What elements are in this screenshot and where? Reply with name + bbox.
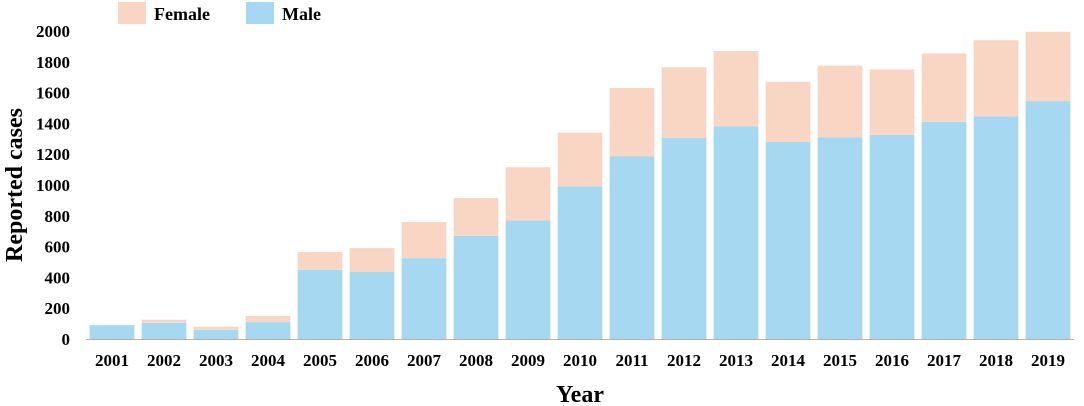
y-axis-tick-labels: 0 200 400 600 800 1000 1200 1400 1600 1800 2000 [36, 22, 70, 349]
bar-male-2002 [141, 322, 187, 339]
x-tick-label: 2007 [407, 351, 442, 370]
bar-female-2014 [765, 81, 811, 142]
bar-male-2009 [505, 220, 551, 339]
bar-female-2004 [245, 315, 291, 323]
bar-female-2002 [141, 319, 187, 323]
bar-male-2019 [1025, 101, 1071, 339]
legend-swatch-male [246, 2, 274, 24]
bar-female-2009 [505, 167, 551, 221]
bar-male-2006 [349, 272, 395, 339]
bar-male-2005 [297, 269, 343, 339]
x-tick-label: 2018 [979, 351, 1013, 370]
bar-male-2018 [973, 116, 1019, 339]
bar-female-2008 [453, 198, 499, 236]
bar-male-2008 [453, 235, 499, 339]
bar-male-2014 [765, 141, 811, 339]
x-tick-label: 2016 [875, 351, 909, 370]
bar-male-2017 [921, 121, 967, 339]
x-tick-label: 2011 [615, 351, 648, 370]
x-tick-label: 2001 [95, 351, 129, 370]
bar-male-2010 [557, 186, 603, 339]
x-tick-label: 2009 [511, 351, 545, 370]
y-tick-label: 200 [45, 299, 71, 318]
bar-female-2006 [349, 248, 395, 273]
bar-female-2013 [713, 51, 759, 127]
bar-female-2012 [661, 67, 707, 139]
y-tick-label: 0 [62, 330, 71, 349]
x-tick-label: 2010 [563, 351, 597, 370]
bar-female-2017 [921, 53, 967, 122]
bar-male-2012 [661, 138, 707, 339]
x-tick-label: 2008 [459, 351, 493, 370]
bar-female-2019 [1025, 31, 1071, 102]
bar-female-2010 [557, 132, 603, 187]
legend-label-male: Male [282, 4, 321, 24]
bar-male-2015 [817, 137, 863, 339]
y-tick-label: 400 [45, 268, 71, 287]
y-tick-label: 1200 [36, 145, 70, 164]
y-tick-label: 800 [45, 207, 71, 226]
bar-male-2016 [869, 134, 915, 339]
x-tick-label: 2005 [303, 351, 337, 370]
x-tick-label: 2002 [147, 351, 181, 370]
x-tick-label: 2014 [771, 351, 806, 370]
bar-male-2013 [713, 126, 759, 339]
x-axis-tick-labels: 2001 2002 2003 2004 2005 2006 2007 2008 2009 2010… [95, 351, 1065, 370]
bar-male-2004 [245, 322, 291, 339]
y-tick-label: 1000 [36, 176, 70, 195]
bar-male-2003 [193, 329, 239, 339]
bar-female-2015 [817, 65, 863, 138]
x-tick-label: 2017 [927, 351, 962, 370]
y-tick-label: 2000 [36, 22, 70, 41]
x-tick-label: 2004 [251, 351, 286, 370]
bars [89, 31, 1071, 339]
x-axis-title: Year [556, 382, 604, 406]
bar-female-2011 [609, 87, 655, 157]
bar-male-2011 [609, 156, 655, 339]
x-tick-label: 2012 [667, 351, 701, 370]
bar-female-2018 [973, 40, 1019, 117]
y-tick-label: 1400 [36, 114, 70, 133]
bar-female-2007 [401, 221, 447, 259]
bar-male-2001 [89, 325, 135, 339]
x-tick-label: 2019 [1031, 351, 1065, 370]
legend-label-female: Female [154, 4, 210, 24]
bar-female-2005 [297, 251, 343, 270]
bar-male-2007 [401, 258, 447, 339]
legend-swatch-female [118, 2, 146, 24]
bar-female-2003 [193, 326, 239, 330]
y-tick-label: 1800 [36, 53, 70, 72]
x-tick-label: 2015 [823, 351, 857, 370]
bar-female-2016 [869, 69, 915, 135]
x-tick-label: 2003 [199, 351, 233, 370]
y-axis-title: Reported cases [2, 108, 28, 262]
x-tick-label: 2013 [719, 351, 753, 370]
legend: Female Male [118, 2, 321, 24]
x-tick-label: 2006 [355, 351, 389, 370]
y-tick-label: 600 [45, 238, 71, 257]
y-tick-label: 1600 [36, 84, 70, 103]
